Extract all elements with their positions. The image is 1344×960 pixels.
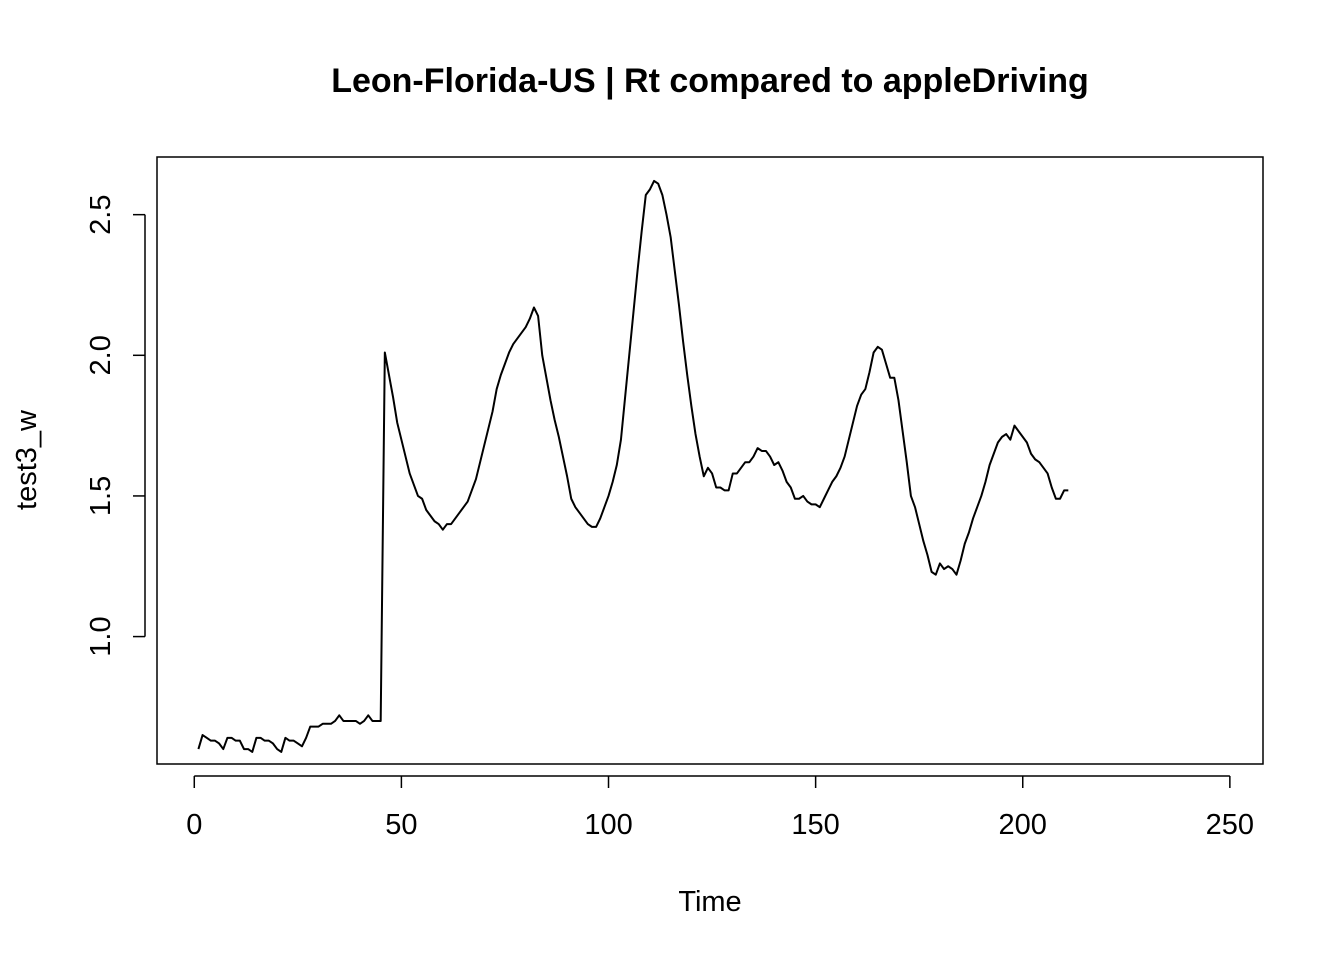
chart-title: Leon-Florida-US | Rt compared to appleDr…: [331, 62, 1089, 100]
x-axis-label: Time: [678, 886, 741, 918]
x-tick-label: 100: [584, 809, 632, 841]
y-tick-label: 2.5: [85, 194, 117, 234]
x-tick-label: 150: [791, 809, 839, 841]
y-tick-label: 2.0: [85, 335, 117, 375]
series-line-0: [197, 179, 1069, 753]
x-tick-label: 0: [186, 809, 202, 841]
x-tick-label: 50: [385, 809, 417, 841]
x-axis: 0 50 100 150 200 250: [186, 775, 1254, 841]
y-tick-label: 1.0: [85, 616, 117, 656]
y-tick-label: 1.5: [85, 476, 117, 516]
series-layer: [197, 179, 1069, 753]
y-axis: 1.0 1.5 2.0 2.5: [85, 194, 146, 657]
x-tick-label: 200: [999, 809, 1047, 841]
y-axis-label: test3_w: [11, 409, 43, 510]
x-tick-label: 250: [1206, 809, 1254, 841]
plot-frame: [156, 156, 1264, 765]
